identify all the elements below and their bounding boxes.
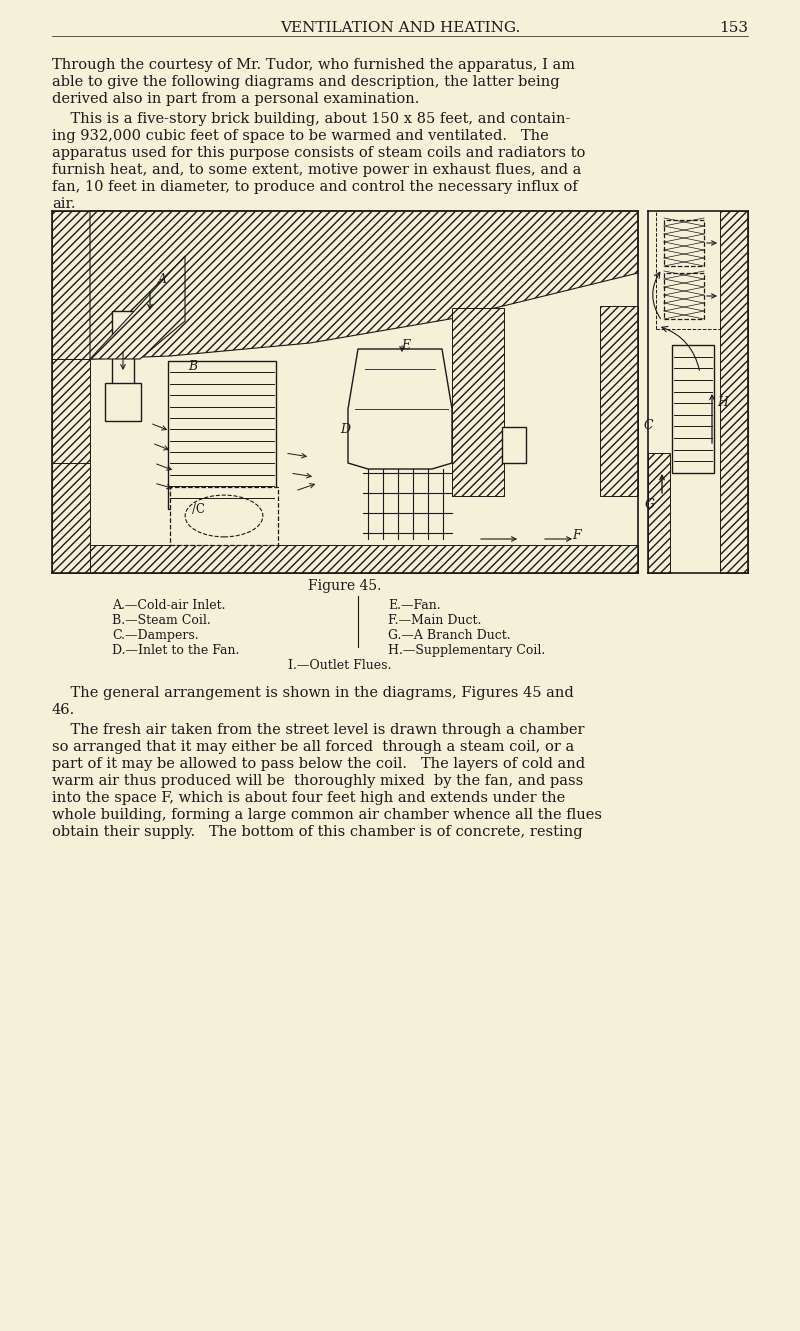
- Text: E.—Fan.: E.—Fan.: [388, 599, 441, 612]
- Bar: [648, 453, 670, 574]
- Text: D.—Inlet to the Fan.: D.—Inlet to the Fan.: [112, 644, 239, 658]
- Text: C: C: [644, 419, 654, 433]
- Text: Figure 45.: Figure 45.: [308, 579, 382, 594]
- Text: Through the courtesy of Mr. Tudor, who furnished the apparatus, I am: Through the courtesy of Mr. Tudor, who f…: [52, 59, 575, 72]
- Text: apparatus used for this purpose consists of steam coils and radiators to: apparatus used for this purpose consists…: [52, 146, 586, 160]
- Bar: [452, 307, 504, 496]
- Text: H.—Supplementary Coil.: H.—Supplementary Coil.: [388, 644, 546, 658]
- Text: part of it may be allowed to pass below the coil.   The layers of cold and: part of it may be allowed to pass below …: [52, 757, 585, 771]
- Bar: [90, 544, 638, 574]
- Text: E: E: [402, 339, 410, 351]
- Text: This is a five-story brick building, about 150 x 85 feet, and contain-: This is a five-story brick building, abo…: [52, 112, 570, 126]
- Text: D: D: [340, 423, 350, 437]
- Bar: [720, 212, 748, 574]
- Text: /C: /C: [192, 503, 205, 516]
- Bar: [112, 311, 134, 386]
- Text: I.—Outlet Flues.: I.—Outlet Flues.: [288, 659, 392, 672]
- Text: F.—Main Duct.: F.—Main Duct.: [388, 614, 482, 627]
- Bar: [170, 487, 278, 544]
- Text: ing 932,000 cubic feet of space to be warmed and ventilated.   The: ing 932,000 cubic feet of space to be wa…: [52, 129, 549, 142]
- Text: F: F: [572, 528, 581, 542]
- Bar: [502, 427, 526, 463]
- Text: B.—Steam Coil.: B.—Steam Coil.: [112, 614, 210, 627]
- Text: C.—Dampers.: C.—Dampers.: [112, 630, 198, 642]
- Text: furnish heat, and, to some extent, motive power in exhaust flues, and a: furnish heat, and, to some extent, motiv…: [52, 162, 582, 177]
- Text: The fresh air taken from the street level is drawn through a chamber: The fresh air taken from the street leve…: [52, 723, 585, 737]
- Text: fan, 10 feet in diameter, to produce and control the necessary influx of: fan, 10 feet in diameter, to produce and…: [52, 180, 578, 194]
- Text: 153: 153: [719, 21, 748, 35]
- Polygon shape: [348, 349, 452, 469]
- Bar: [52, 212, 90, 574]
- Bar: [664, 273, 704, 319]
- Text: G.—A Branch Duct.: G.—A Branch Duct.: [388, 630, 510, 642]
- Text: B: B: [188, 359, 197, 373]
- Bar: [672, 345, 714, 473]
- Text: warm air thus produced will be  thoroughly mixed  by the fan, and pass: warm air thus produced will be thoroughl…: [52, 775, 583, 788]
- Text: derived also in part from a personal examination.: derived also in part from a personal exa…: [52, 92, 419, 106]
- Bar: [52, 359, 90, 463]
- Text: into the space F, which is about four feet high and extends under the: into the space F, which is about four fe…: [52, 791, 566, 805]
- Text: whole building, forming a large common air chamber whence all the flues: whole building, forming a large common a…: [52, 808, 602, 823]
- Text: able to give the following diagrams and description, the latter being: able to give the following diagrams and …: [52, 75, 560, 89]
- Text: H: H: [717, 397, 728, 410]
- Text: The general arrangement is shown in the diagrams, Figures 45 and: The general arrangement is shown in the …: [52, 685, 574, 700]
- Bar: [664, 220, 704, 266]
- Text: 46.: 46.: [52, 703, 75, 717]
- Text: G: G: [645, 498, 655, 511]
- Text: air.: air.: [52, 197, 75, 212]
- Text: obtain their supply.   The bottom of this chamber is of concrete, resting: obtain their supply. The bottom of this …: [52, 825, 582, 839]
- Polygon shape: [90, 212, 638, 359]
- Text: A: A: [158, 273, 167, 286]
- Polygon shape: [90, 256, 185, 359]
- Text: VENTILATION AND HEATING.: VENTILATION AND HEATING.: [280, 21, 520, 35]
- Bar: [168, 361, 276, 508]
- Bar: [600, 306, 638, 496]
- Text: so arranged that it may either be all forced  through a steam coil, or a: so arranged that it may either be all fo…: [52, 740, 574, 753]
- Bar: [105, 383, 141, 421]
- Text: A.—Cold-air Inlet.: A.—Cold-air Inlet.: [112, 599, 226, 612]
